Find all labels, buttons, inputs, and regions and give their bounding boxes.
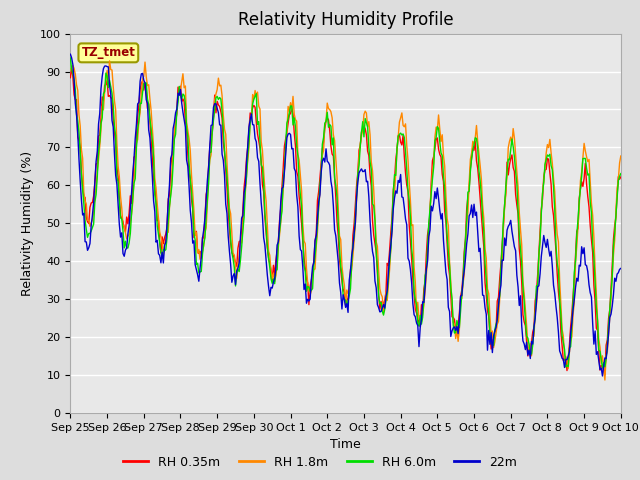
Y-axis label: Relativity Humidity (%): Relativity Humidity (%) bbox=[21, 151, 34, 296]
Legend: RH 0.35m, RH 1.8m, RH 6.0m, 22m: RH 0.35m, RH 1.8m, RH 6.0m, 22m bbox=[118, 451, 522, 474]
Title: Relativity Humidity Profile: Relativity Humidity Profile bbox=[238, 11, 453, 29]
Text: TZ_tmet: TZ_tmet bbox=[81, 47, 135, 60]
X-axis label: Time: Time bbox=[330, 438, 361, 451]
